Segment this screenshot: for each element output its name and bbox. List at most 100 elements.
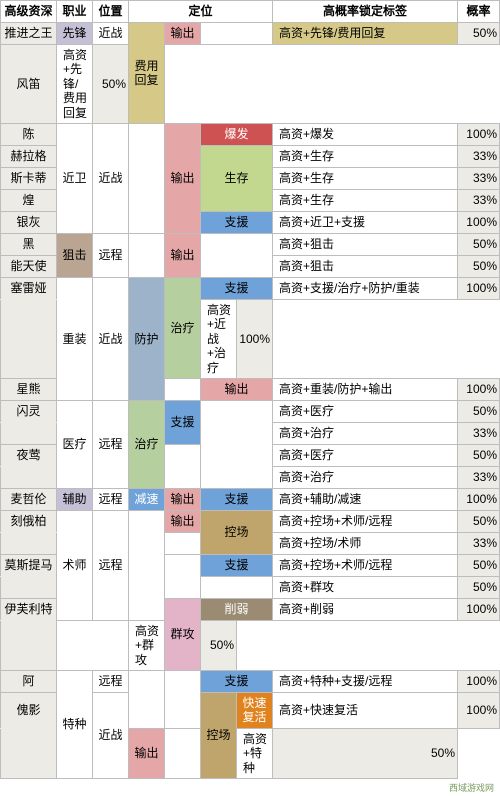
cell-operator: 闪灵: [1, 400, 57, 422]
table-row: 塞雷娅重装近战防护治疗支援高资+支援/治疗+防护/重装100%: [1, 277, 500, 299]
cell-rate: 50%: [273, 728, 458, 778]
cell-tag: 高资+削弱: [273, 598, 458, 620]
cell-rate: 33%: [458, 145, 500, 167]
cell-operator: 刻俄柏: [1, 510, 57, 532]
cell-pos3: 支援: [201, 554, 273, 576]
cell-pos2: 输出: [165, 488, 201, 510]
cell-operator: 赫拉格: [1, 145, 57, 167]
hdr-range: 位置: [93, 1, 129, 23]
cell-pos2: [165, 728, 201, 778]
cell-rate: 33%: [458, 532, 500, 554]
cell-tag: 高资+群攻: [129, 620, 165, 670]
cell-rate: 100%: [458, 123, 500, 145]
cell-tag: 高资+先锋/费用回复: [273, 23, 458, 45]
cell-class: 特种: [57, 671, 93, 779]
cell-operator: 推进之王: [1, 23, 57, 45]
cell-pos2: [165, 554, 201, 598]
cell-operator: [1, 299, 57, 378]
cell-rate: 100%: [458, 211, 500, 233]
cell-rate: 50%: [458, 444, 500, 466]
cell-class: 医疗: [57, 400, 93, 488]
cell-pos1: 治疗: [129, 400, 165, 488]
cell-pos1: [129, 510, 165, 620]
cell-range: 近战: [93, 277, 129, 400]
cell-pos3: 输出: [201, 378, 273, 400]
cell-pos2: 输出: [165, 233, 201, 277]
table-row: 刻俄柏术师远程输出控场高资+控场+术师/远程50%: [1, 510, 500, 532]
cell-pos1: [129, 123, 165, 233]
cell-tag: 高资+近战+治疗: [201, 299, 237, 378]
cell-range: 远程: [93, 233, 129, 277]
cell-tag: 高资+近卫+支援: [273, 211, 458, 233]
hdr-pos: 定位: [129, 1, 273, 23]
cell-tag: 高资+群攻: [273, 576, 458, 598]
cell-pos3: [201, 233, 273, 277]
cell-rate: 100%: [458, 598, 500, 620]
cell-class: 先锋: [57, 23, 93, 45]
cell-pos3: 支援: [201, 211, 273, 233]
cell-class: 近卫: [57, 123, 93, 233]
cell-range: 远程: [93, 510, 129, 620]
cell-rate: 100%: [458, 693, 500, 729]
table-row: 陈近卫近战输出爆发高资+爆发100%: [1, 123, 500, 145]
table-row: 闪灵医疗远程治疗支援高资+医疗50%: [1, 400, 500, 422]
cell-class: 狙击: [57, 233, 93, 277]
cell-pos3: [201, 23, 273, 45]
cell-tag: 高资+特种: [237, 728, 273, 778]
operator-table: 高级资深 职业 位置 定位 高概率锁定标签 概率 推进之王先锋近战费用回复输出高…: [0, 0, 500, 779]
cell-class: 重装: [57, 277, 93, 400]
hdr-tag: 高概率锁定标签: [273, 1, 458, 23]
cell-tag: 高资+生存: [273, 189, 458, 211]
table-row: 风笛高资+先锋/费用回复50%: [1, 45, 500, 124]
table-row: 黑狙击远程输出高资+狙击50%: [1, 233, 500, 255]
hdr-op: 高级资深: [1, 1, 57, 23]
cell-pos3: 支援: [201, 488, 273, 510]
cell-pos2: 群攻: [165, 598, 201, 670]
cell-pos3: 支援: [201, 277, 273, 299]
cell-pos2: 治疗: [165, 277, 201, 378]
cell-range: 远程: [93, 671, 129, 693]
cell-operator: 星熊: [1, 378, 57, 400]
cell-tag: 高资+生存: [273, 167, 458, 189]
cell-operator: [1, 728, 57, 778]
cell-rate: 50%: [458, 576, 500, 598]
cell-class: 辅助: [57, 488, 93, 510]
cell-range: 远程: [93, 400, 129, 488]
cell-pos2: [165, 444, 201, 488]
cell-tag: 高资+爆发: [273, 123, 458, 145]
cell-pos1: 费用回复: [129, 23, 165, 124]
cell-pos3b: 快速复活: [237, 693, 273, 729]
cell-range: 近战: [93, 123, 129, 233]
cell-rate: 33%: [458, 466, 500, 488]
cell-pos3: [201, 576, 273, 598]
cell-pos2: 支援: [165, 400, 201, 444]
header-row: 高级资深 职业 位置 定位 高概率锁定标签 概率: [1, 1, 500, 23]
table-row: 阿特种远程支援高资+特种+支援/远程100%: [1, 671, 500, 693]
cell-tag: 高资+快速复活: [273, 693, 458, 729]
cell-rate: 50%: [93, 45, 129, 124]
cell-tag: 高资+先锋/费用回复: [57, 45, 93, 124]
cell-tag: 高资+狙击: [273, 233, 458, 255]
cell-tag: 高资+治疗: [273, 466, 458, 488]
cell-operator: 伊芙利特: [1, 598, 57, 620]
table-row: 高资+群攻50%: [1, 620, 500, 670]
cell-pos3: 支援: [201, 671, 273, 693]
cell-pos2: 输出: [165, 510, 201, 532]
cell-pos2: 输出: [165, 123, 201, 233]
cell-rate: 100%: [237, 299, 273, 378]
cell-operator: 阿: [1, 671, 57, 693]
cell-pos2: 输出: [165, 23, 201, 45]
cell-operator: 煌: [1, 189, 57, 211]
cell-rate: 100%: [458, 671, 500, 693]
cell-tag: 高资+控场+术师/远程: [273, 510, 458, 532]
cell-operator: [1, 620, 57, 670]
cell-rate: 50%: [458, 255, 500, 277]
cell-rate: 50%: [458, 23, 500, 45]
cell-operator: 麦哲伦: [1, 488, 57, 510]
cell-operator: [1, 576, 57, 598]
cell-operator: 夜莺: [1, 444, 57, 466]
cell-rate: 100%: [458, 277, 500, 299]
cell-operator: 塞雷娅: [1, 277, 57, 299]
cell-operator: [1, 532, 57, 554]
cell-pos3: 削弱: [201, 598, 273, 620]
